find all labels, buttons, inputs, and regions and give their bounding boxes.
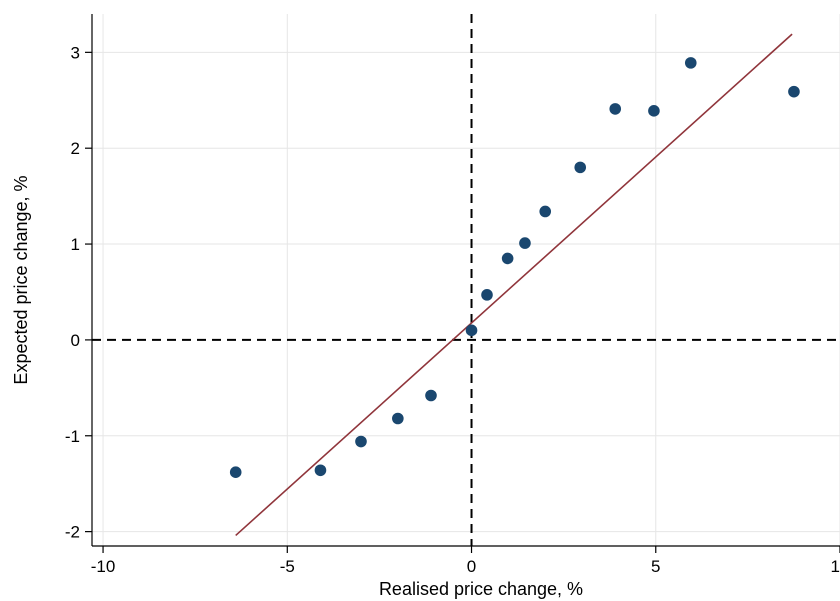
data-point-9 xyxy=(539,205,552,218)
y-axis-title: Expected price change, % xyxy=(11,175,31,384)
y-tick-label-0: -2 xyxy=(65,523,80,542)
data-point-13 xyxy=(684,57,697,69)
grid-lines xyxy=(92,14,840,546)
data-point-7 xyxy=(501,252,514,265)
reference-lines xyxy=(92,14,840,546)
y-tick-label-5: 3 xyxy=(71,43,80,62)
y-tick-labels: -2 -1 0 1 2 3 xyxy=(65,43,92,542)
data-point-4 xyxy=(425,389,437,402)
x-axis-title: Realised price change, % xyxy=(379,579,583,599)
data-point-8 xyxy=(519,237,531,249)
x-tick-label-2: 0 xyxy=(467,557,476,576)
x-tick-labels: -10 -5 0 5 10 xyxy=(91,546,840,576)
fit-line xyxy=(235,33,793,537)
axes xyxy=(91,14,840,547)
y-tick-label-4: 2 xyxy=(71,139,80,158)
x-tick-label-3: 5 xyxy=(651,557,660,576)
data-points xyxy=(229,57,800,478)
data-point-11 xyxy=(609,103,622,115)
y-tick-label-3: 1 xyxy=(71,235,80,254)
data-point-5 xyxy=(465,324,478,337)
fit-line-layer xyxy=(235,33,793,537)
data-point-2 xyxy=(355,435,367,448)
y-tick-label-1: -1 xyxy=(65,427,80,446)
x-tick-label-0: -10 xyxy=(91,557,116,576)
data-point-1 xyxy=(314,464,327,477)
data-point-12 xyxy=(648,105,660,117)
data-point-0 xyxy=(229,466,242,478)
data-point-14 xyxy=(788,85,800,98)
data-point-3 xyxy=(392,412,404,425)
x-tick-label-4: 10 xyxy=(831,557,840,576)
data-point-6 xyxy=(481,289,493,301)
y-tick-label-2: 0 xyxy=(71,331,80,350)
x-tick-label-1: -5 xyxy=(280,557,295,576)
data-point-10 xyxy=(574,161,587,174)
